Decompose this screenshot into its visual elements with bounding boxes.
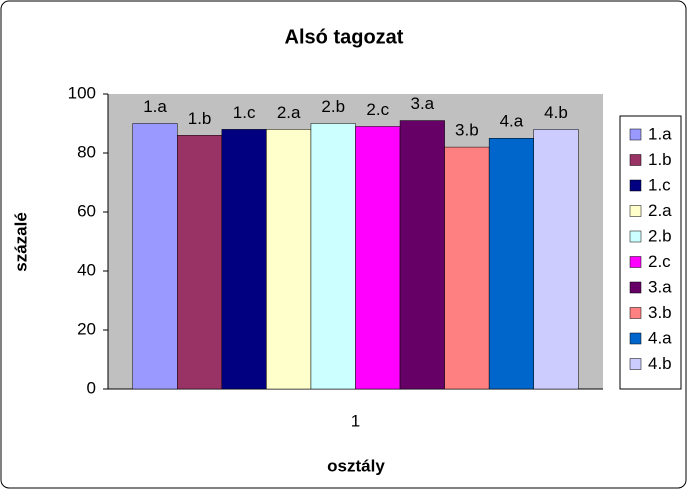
bar [177,135,223,390]
bar [533,129,579,390]
legend-label: 2.b [648,226,672,245]
bar [488,138,534,390]
bar [310,123,356,390]
y-tick-label: 40 [77,260,96,279]
x-axis-label: osztály [327,456,385,475]
legend-label: 1.b [648,150,672,169]
data-label: 1.b [188,109,212,128]
chart-title: Alsó tagozat [285,26,404,48]
legend-label: 1.c [648,175,671,194]
legend-swatch [629,230,642,243]
bar [221,129,267,390]
bar [399,120,445,390]
y-tick-label: 80 [77,142,96,161]
data-label: 2.b [321,97,345,116]
y-tick-label: 20 [77,319,96,338]
bar [444,146,490,390]
legend-label: 4.a [648,328,672,347]
data-label: 3.a [411,94,435,113]
legend-swatch [629,205,642,217]
data-label: 3.b [455,121,479,140]
data-label: 4.b [544,103,568,122]
legend-swatch [629,332,642,345]
x-tick-label: 1 [351,411,360,430]
data-label: 4.a [500,112,524,131]
y-axis-label: százalé [11,212,30,272]
y-tick-label: 100 [68,83,96,102]
y-tick-label: 0 [87,378,96,397]
legend-swatch [629,128,642,141]
y-tick-label: 60 [77,201,96,220]
data-label: 1.c [233,103,256,122]
legend-swatch [629,281,642,294]
bar [266,129,312,390]
legend-swatch [629,179,642,192]
legend-swatch [629,358,642,370]
legend-label: 4.b [648,354,672,373]
legend-label: 3.a [648,277,672,296]
legend-label: 3.b [648,303,672,322]
data-label: 2.c [366,100,389,119]
legend-label: 1.a [648,124,672,143]
legend-swatch [629,154,642,166]
legend-swatch [629,256,642,268]
legend-label: 2.c [648,252,671,271]
bar [355,126,401,390]
legend-swatch [629,307,642,319]
data-label: 2.a [277,103,301,122]
data-label: 1.a [143,97,167,116]
legend-label: 2.a [648,201,672,220]
bar [132,123,178,390]
